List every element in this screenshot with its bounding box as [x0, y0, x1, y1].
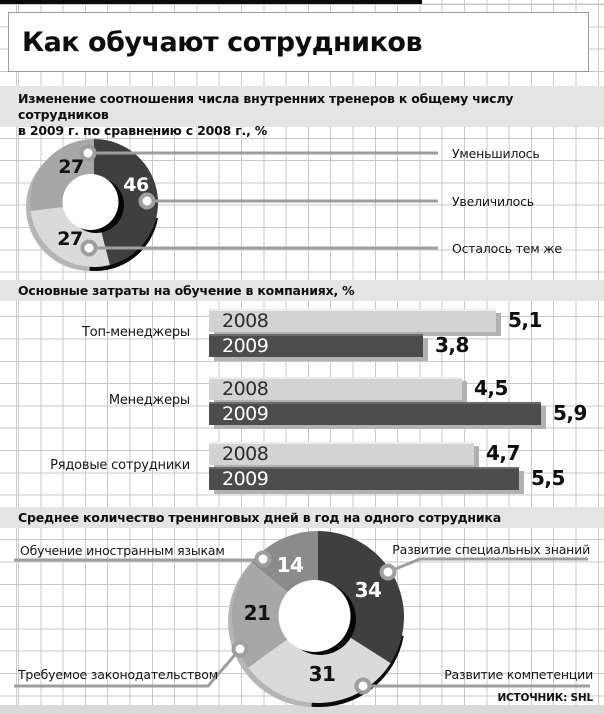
page-title: Как обучают сотрудников — [22, 26, 423, 58]
bar-value-2008-0: 5,1 — [508, 308, 542, 332]
source-credit: ИСТОЧНИК: SHL — [497, 692, 593, 704]
top-accent-bar — [0, 0, 422, 4]
bar-series-year-label: 2009 — [222, 467, 269, 490]
bar-value-2009-0: 3,8 — [435, 333, 469, 357]
section-header-days-text: Среднее количество тренинговых дней в го… — [18, 510, 501, 525]
title-box: Как обучают сотрудников — [8, 12, 589, 72]
section-header-costs-text: Основные затраты на обучение в компаниях… — [18, 283, 355, 298]
section-header-trainers: Изменение соотношения числа внутренних т… — [0, 86, 604, 138]
bar-group-label-1: Менеджеры — [108, 393, 190, 408]
donut1-label-increased: Увеличилось — [452, 194, 534, 209]
bar-series-year-label: 2008 — [222, 442, 269, 465]
bar-2009-2: 2009 — [209, 467, 519, 490]
bar-series-year-label: 2009 — [222, 334, 269, 357]
bar-2008-0: 2008 — [209, 309, 496, 332]
donut1-label-same: Осталось тем же — [452, 241, 562, 256]
donut2-label-law-required: Требуемое законодательством — [18, 667, 218, 682]
donut2-label-special-knowledge: Развитие специальных знаний — [392, 542, 590, 557]
donut2-label-competence: Развитие компетенции — [444, 667, 593, 682]
bar-group-label-2: Рядовые сотрудники — [50, 458, 190, 473]
bar-group-label-0: Топ-менеджеры — [81, 325, 190, 340]
bar-2008-2: 2008 — [209, 442, 474, 465]
bar-value-2008-1: 4,5 — [474, 376, 508, 400]
section-header-trainers-line1: Изменение соотношения числа внутренних т… — [18, 91, 514, 122]
bar-value-2009-1: 5,9 — [553, 401, 587, 425]
donut2-label-languages: Обучение иностранным языкам — [20, 543, 225, 558]
bar-value-2008-2: 4,7 — [486, 441, 520, 465]
bar-value-2009-2: 5,5 — [531, 466, 565, 490]
section-header-days: Среднее количество тренинговых дней в го… — [0, 507, 604, 528]
bar-series-year-label: 2009 — [222, 402, 269, 425]
donut1-label-decreased: Уменьшилось — [452, 146, 540, 161]
bar-2009-1: 2009 — [209, 402, 541, 425]
bar-2009-0: 2009 — [209, 334, 423, 357]
bar-2008-1: 2008 — [209, 377, 462, 400]
section-header-costs: Основные затраты на обучение в компаниях… — [0, 280, 604, 301]
bar-series-year-label: 2008 — [222, 309, 269, 332]
section-header-trainers-line2: в 2009 г. по сравнению с 2008 г., % — [18, 123, 268, 138]
bottom-strip — [0, 705, 604, 714]
bar-series-year-label: 2008 — [222, 377, 269, 400]
